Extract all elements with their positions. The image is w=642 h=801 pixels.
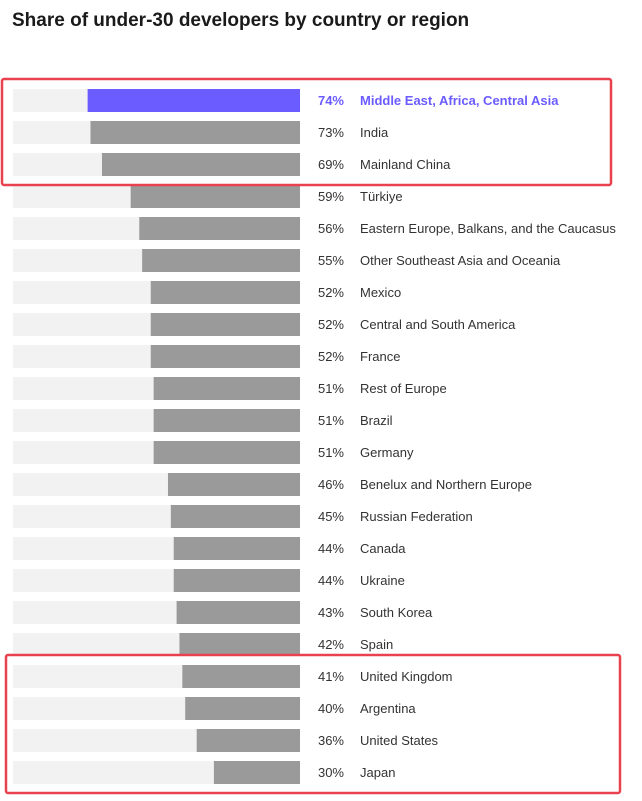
bar-row: 51% Rest of Europe xyxy=(13,377,447,400)
value-label: 51% xyxy=(318,445,344,460)
bar-row: 51% Brazil xyxy=(13,409,393,432)
category-label: Spain xyxy=(360,637,393,652)
category-label: France xyxy=(360,349,400,364)
category-label: Türkiye xyxy=(360,189,403,204)
category-label: Argentina xyxy=(360,701,416,716)
value-label: 44% xyxy=(318,573,344,588)
bar xyxy=(90,121,301,144)
value-label: 52% xyxy=(318,349,344,364)
category-label: Germany xyxy=(360,445,414,460)
highlight-box xyxy=(4,653,622,795)
value-label: 42% xyxy=(318,637,344,652)
value-label: 73% xyxy=(318,125,344,140)
category-label: Central and South America xyxy=(360,317,516,332)
bar-row: 51% Germany xyxy=(13,441,414,464)
bar xyxy=(150,313,300,336)
bar-row: 46% Benelux and Northern Europe xyxy=(13,473,532,496)
category-label: Other Southeast Asia and Oceania xyxy=(360,253,561,268)
value-label: 51% xyxy=(318,381,344,396)
value-label: 30% xyxy=(318,765,344,780)
bar-row: 73% India xyxy=(13,121,389,144)
category-label: Eastern Europe, Balkans, and the Caucasu… xyxy=(360,221,616,236)
category-label: Benelux and Northern Europe xyxy=(360,477,532,492)
bar xyxy=(150,345,300,368)
bar-row: 40% Argentina xyxy=(13,697,416,720)
value-label: 51% xyxy=(318,413,344,428)
category-label: Brazil xyxy=(360,413,393,428)
value-label: 56% xyxy=(318,221,344,236)
category-label: South Korea xyxy=(360,605,433,620)
bar xyxy=(101,153,300,176)
bar xyxy=(139,217,300,240)
category-label: United States xyxy=(360,733,439,748)
bar xyxy=(87,89,301,112)
value-label: 52% xyxy=(318,317,344,332)
value-label: 36% xyxy=(318,733,344,748)
highlight-boxes xyxy=(0,77,622,795)
value-label: 41% xyxy=(318,669,344,684)
bar xyxy=(150,281,300,304)
value-label: 59% xyxy=(318,189,344,204)
bar xyxy=(153,409,300,432)
category-label: Middle East, Africa, Central Asia xyxy=(360,93,559,108)
bar xyxy=(179,633,300,656)
value-label: 45% xyxy=(318,509,344,524)
highlight-box xyxy=(0,77,613,187)
bar xyxy=(196,729,300,752)
bar xyxy=(153,441,300,464)
bar-row: 36% United States xyxy=(13,729,439,752)
value-label: 69% xyxy=(318,157,344,172)
value-label: 52% xyxy=(318,285,344,300)
category-label: India xyxy=(360,125,389,140)
bar-row: 74% Middle East, Africa, Central Asia xyxy=(13,89,559,112)
value-label: 46% xyxy=(318,477,344,492)
category-label: Japan xyxy=(360,765,395,780)
bar xyxy=(170,505,300,528)
bar-row: 69% Mainland China xyxy=(13,153,451,176)
bar-row: 41% United Kingdom xyxy=(13,665,453,688)
category-label: Ukraine xyxy=(360,573,405,588)
category-label: Mexico xyxy=(360,285,401,300)
value-label: 55% xyxy=(318,253,344,268)
bar-row: 44% Canada xyxy=(13,537,406,560)
bar-row: 52% France xyxy=(13,345,400,368)
category-label: Russian Federation xyxy=(360,509,473,524)
bar xyxy=(173,537,300,560)
chart-title: Share of under-30 developers by country … xyxy=(12,10,470,31)
bar xyxy=(182,665,300,688)
bar xyxy=(130,185,300,208)
bar xyxy=(213,761,300,784)
category-label: Rest of Europe xyxy=(360,381,447,396)
bar xyxy=(153,377,300,400)
bar-row: 43% South Korea xyxy=(13,601,433,624)
category-label: Canada xyxy=(360,541,406,556)
value-label: 40% xyxy=(318,701,344,716)
bar xyxy=(167,473,300,496)
bar-row: 45% Russian Federation xyxy=(13,505,473,528)
bar-row: 59% Türkiye xyxy=(13,185,403,208)
bar-row: 30% Japan xyxy=(13,761,395,784)
bar-row: 42% Spain xyxy=(13,633,393,656)
value-label: 44% xyxy=(318,541,344,556)
bar xyxy=(185,697,300,720)
bar-row: 44% Ukraine xyxy=(13,569,405,592)
bar xyxy=(173,569,300,592)
bar xyxy=(176,601,300,624)
category-label: Mainland China xyxy=(360,157,451,172)
value-label: 74% xyxy=(318,93,344,108)
bar-row: 56% Eastern Europe, Balkans, and the Cauc… xyxy=(13,217,616,240)
bar-row: 52% Central and South America xyxy=(13,313,516,336)
bar-rows: 74% Middle East, Africa, Central Asia 73% I… xyxy=(13,89,616,784)
value-label: 43% xyxy=(318,605,344,620)
bar-row: 55% Other Southeast Asia and Oceania xyxy=(13,249,561,272)
bar-row: 52% Mexico xyxy=(13,281,401,304)
category-label: United Kingdom xyxy=(360,669,453,684)
bar xyxy=(142,249,300,272)
